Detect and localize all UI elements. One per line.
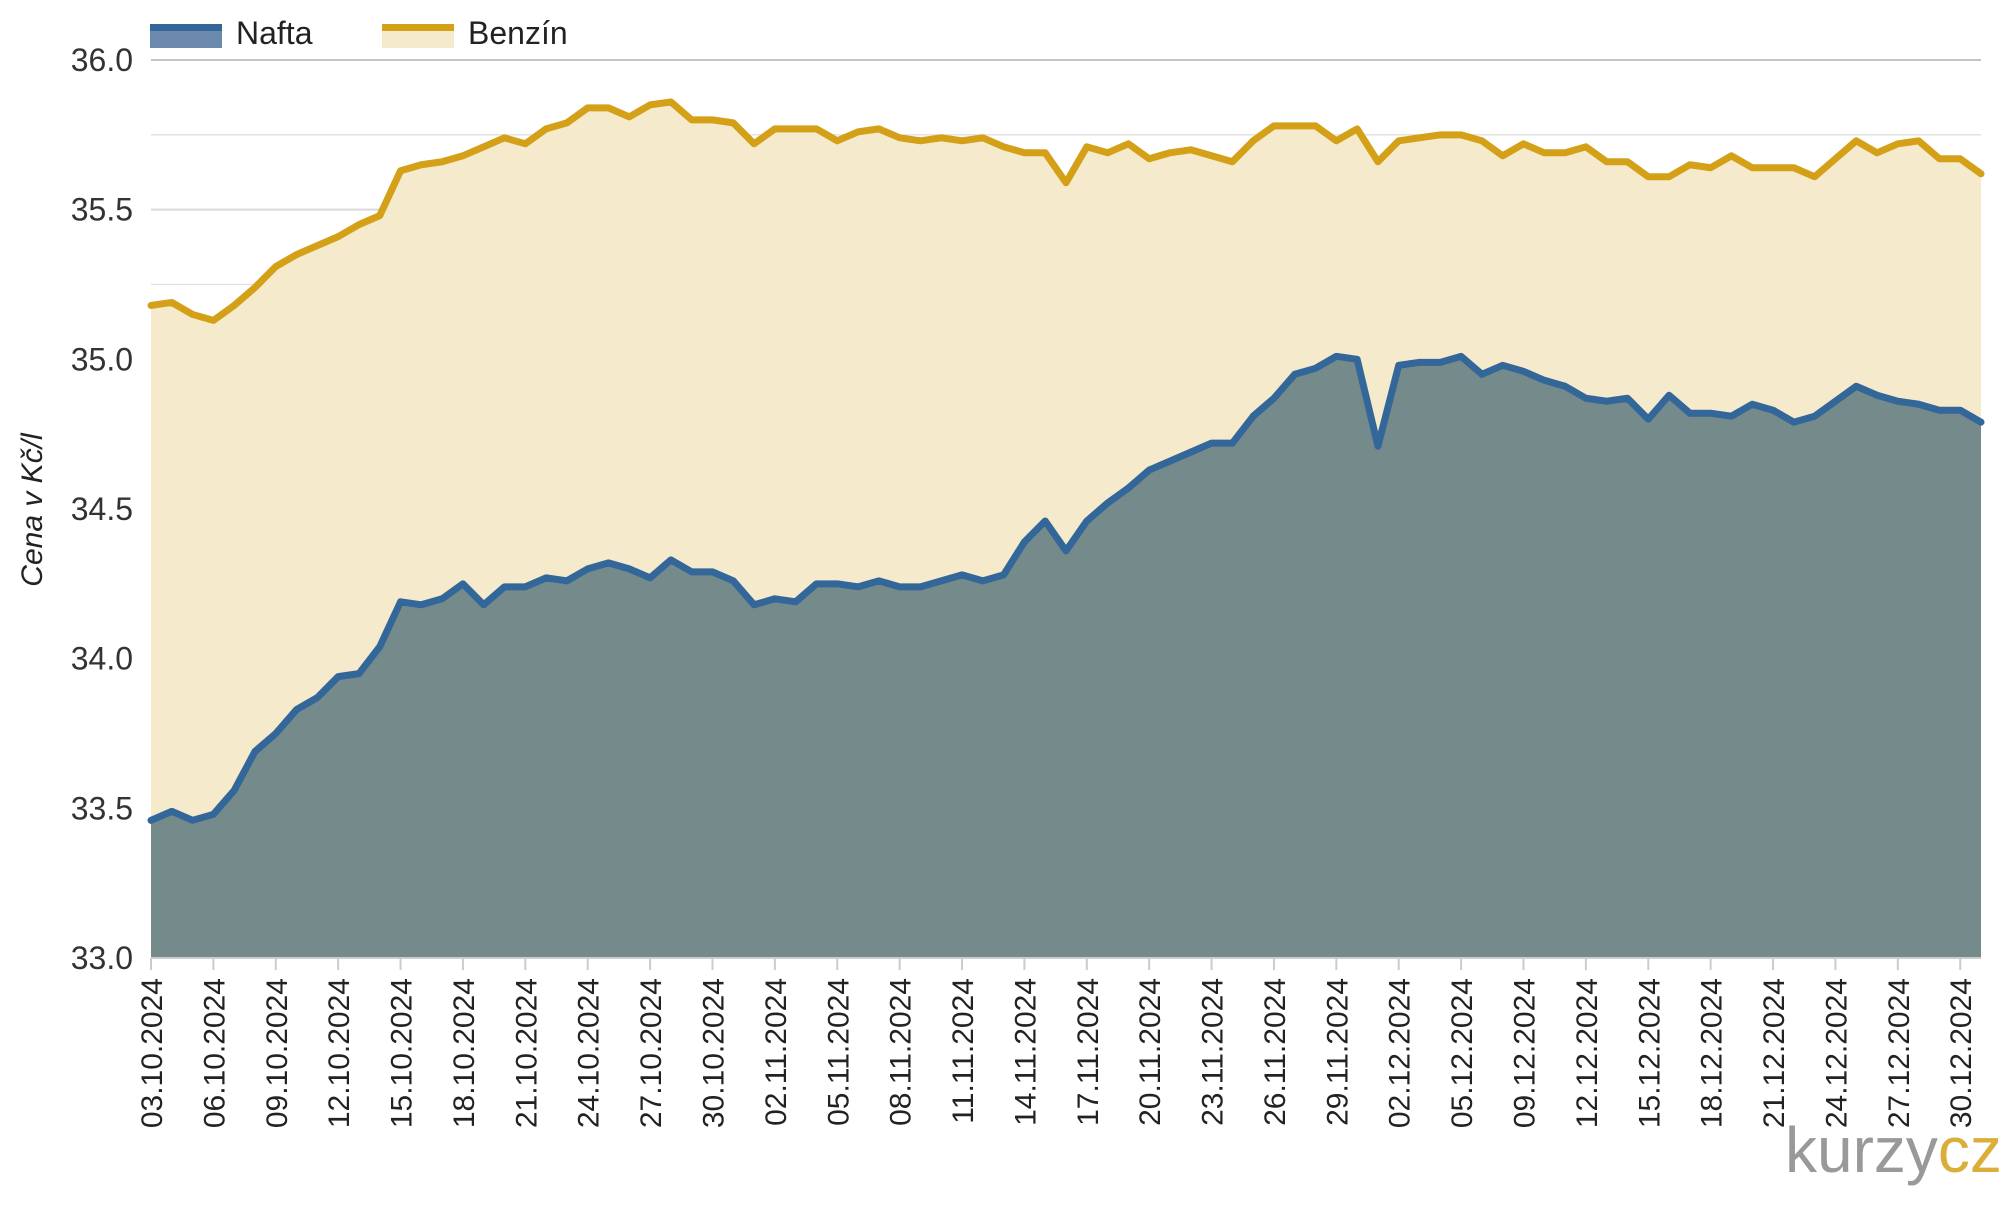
x-axis: 03.10.2024 06.10.2024 09.10.2024 12.10.2024… <box>136 957 1981 1128</box>
y-tick-label: 34.5 <box>71 491 133 527</box>
x-tick-label: 06.10.2024 <box>198 978 231 1128</box>
x-tick-label: 27.10.2024 <box>635 978 668 1128</box>
x-tick-label: 24.12.2024 <box>1820 978 1853 1128</box>
area-nafta <box>151 356 1981 959</box>
x-tick-label: 23.11.2024 <box>1197 978 1230 1126</box>
x-tick-label: 15.12.2024 <box>1633 978 1666 1128</box>
legend-item-nafta[interactable]: Nafta <box>150 15 313 51</box>
x-tick-label: 02.11.2024 <box>760 978 793 1126</box>
watermark-part2: cz <box>1938 1114 2002 1186</box>
y-tick-label: 35.5 <box>71 192 133 228</box>
y-axis: 33.0 33.5 34.0 34.5 35.0 35.5 36.0 <box>71 42 133 976</box>
x-tick-label: 11.11.2024 <box>947 978 980 1124</box>
x-tick-label: 26.11.2024 <box>1259 978 1292 1126</box>
x-tick-label: 21.10.2024 <box>510 978 543 1128</box>
y-tick-label: 34.0 <box>71 641 133 677</box>
legend: Nafta Benzín <box>150 15 568 51</box>
x-tick-label: 24.10.2024 <box>573 978 606 1128</box>
y-axis-label: Cena v Kč/l <box>16 432 49 587</box>
x-tick-label: 20.11.2024 <box>1134 978 1167 1126</box>
legend-label-benzin: Benzín <box>468 15 568 51</box>
x-tick-label: 12.12.2024 <box>1571 978 1604 1128</box>
x-tick-label: 09.10.2024 <box>261 978 294 1128</box>
x-tick-label: 30.12.2024 <box>1945 978 1978 1128</box>
y-tick-label: 33.0 <box>71 940 133 976</box>
x-tick-label: 15.10.2024 <box>386 978 419 1128</box>
y-tick-label: 36.0 <box>71 42 133 78</box>
x-tick-label: 30.10.2024 <box>697 978 730 1128</box>
legend-label-nafta: Nafta <box>236 15 313 51</box>
legend-item-benzin[interactable]: Benzín <box>382 15 568 51</box>
x-tick-label: 03.10.2024 <box>136 978 169 1128</box>
x-tick-label: 14.11.2024 <box>1009 978 1042 1126</box>
y-tick-label: 35.0 <box>71 341 133 377</box>
x-tick-label: 18.12.2024 <box>1696 978 1729 1128</box>
x-tick-label: 27.12.2024 <box>1883 978 1916 1128</box>
series-areas <box>151 101 1981 959</box>
x-tick-label: 21.12.2024 <box>1758 978 1791 1128</box>
x-tick-label: 05.11.2024 <box>822 978 855 1126</box>
x-tick-label: 29.11.2024 <box>1321 978 1354 1126</box>
svg-text:kurzycz: kurzycz <box>1785 1114 2002 1186</box>
x-tick-label: 17.11.2024 <box>1072 978 1105 1126</box>
x-tick-label: 09.12.2024 <box>1509 978 1542 1128</box>
watermark-part1: kurzy <box>1785 1114 1938 1186</box>
y-tick-label: 33.5 <box>71 790 133 826</box>
x-tick-label: 02.12.2024 <box>1384 978 1417 1128</box>
series-lines <box>147 98 1985 824</box>
watermark-logo: kurzycz <box>1785 1114 2002 1186</box>
line-nafta <box>147 352 1985 824</box>
x-tick-label: 08.11.2024 <box>885 978 918 1126</box>
legend-swatch-benzin-line <box>382 24 454 31</box>
x-tick-label: 12.10.2024 <box>323 978 356 1128</box>
legend-swatch-nafta-line <box>150 24 222 31</box>
x-tick-label: 05.12.2024 <box>1446 978 1479 1128</box>
line-benzin <box>147 98 1985 324</box>
x-tick-label: 18.10.2024 <box>448 978 481 1128</box>
